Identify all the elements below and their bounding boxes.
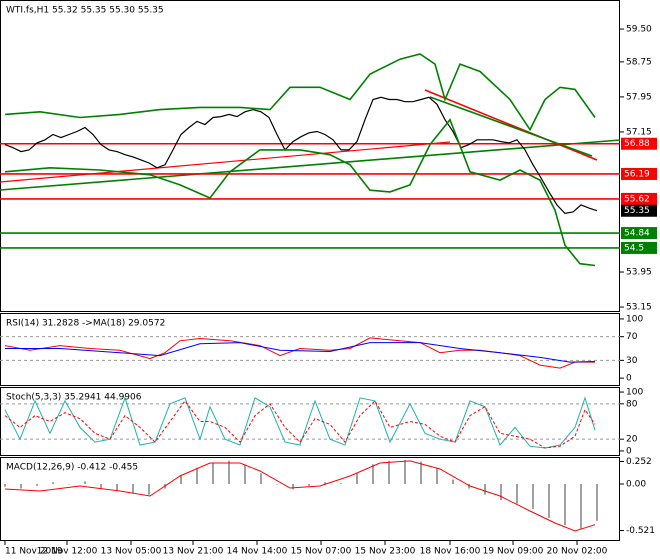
- series-line: [4, 396, 596, 449]
- histogram-bar: [260, 473, 262, 484]
- histogram-bar: [116, 483, 118, 492]
- histogram-bar: [548, 483, 550, 518]
- y-tick-label: 57.95: [626, 92, 652, 102]
- panel-title: RSI(14) 31.2828 ->MA(18) 29.0572: [6, 319, 165, 329]
- series-line: [4, 400, 596, 449]
- histogram-bar: [516, 483, 518, 504]
- y-tick-label: 0: [626, 374, 632, 384]
- y-tick-label: 0.00: [626, 479, 646, 489]
- histogram-bar: [20, 483, 22, 489]
- histogram-bar: [372, 464, 374, 484]
- x-tick-label: 14 Nov 14:00: [227, 547, 288, 557]
- level-label-box: [621, 241, 657, 254]
- level-label-box: [621, 167, 657, 180]
- histogram-bar: [36, 483, 38, 486]
- histogram-bar: [468, 483, 470, 489]
- histogram-bar: [324, 482, 326, 484]
- y-tick-label: 100: [626, 314, 643, 324]
- macd-panel: [0, 457, 620, 541]
- histogram-bar: [292, 483, 294, 490]
- x-tick-label: 12 Nov 12:00: [37, 547, 98, 557]
- histogram-bar: [388, 460, 390, 484]
- histogram-bar: [180, 475, 182, 484]
- series-line: [4, 460, 596, 532]
- y-tick-label: -0.521: [626, 526, 655, 536]
- panel-title: Stoch(5,3,3) 35.2941 44.9906: [6, 393, 142, 403]
- histogram-bar: [84, 481, 86, 484]
- price-label: 55.35: [624, 206, 650, 216]
- histogram-bar: [100, 483, 102, 489]
- y-tick-label: 59.50: [626, 25, 652, 35]
- trend-line: [0, 141, 451, 183]
- level-label: 54.84: [624, 229, 650, 239]
- histogram-bar: [148, 483, 150, 495]
- histogram-bar: [132, 483, 134, 493]
- histogram-bar: [340, 483, 342, 484]
- y-tick-label: 100: [626, 388, 643, 398]
- histogram-bar: [196, 467, 198, 484]
- x-tick-label: 13 Nov 05:00: [101, 547, 162, 557]
- y-tick-label: 53.15: [626, 303, 652, 313]
- y-tick-label: 20: [626, 435, 638, 445]
- y-tick-label: 58.75: [626, 57, 652, 67]
- histogram-bar: [356, 473, 358, 484]
- price-panel: [0, 0, 620, 312]
- histogram-bar: [244, 464, 246, 484]
- histogram-bar: [596, 483, 598, 521]
- histogram-bar: [484, 483, 486, 495]
- x-tick-label: 11 Nov 2019: [5, 547, 63, 557]
- histogram-bar: [4, 483, 6, 487]
- panel-title: MACD(12,26,9) -0.412 -0.455: [6, 463, 138, 473]
- level-label-box: [621, 227, 657, 240]
- level-label-box: [621, 137, 657, 150]
- histogram-bar: [436, 467, 438, 484]
- series-line: [5, 342, 596, 363]
- y-tick-label: 0.252: [626, 457, 652, 467]
- price-label-box: [621, 204, 657, 217]
- x-tick-label: 15 Nov 23:00: [355, 547, 416, 557]
- trend-lines: [0, 89, 621, 191]
- histogram-bar: [228, 460, 230, 484]
- histogram-bar: [404, 459, 406, 484]
- histogram-bar: [68, 483, 70, 485]
- histogram-bar: [452, 479, 454, 484]
- y-tick-label: 57.15: [626, 127, 652, 137]
- x-tick-label: 20 Nov 02:00: [547, 547, 608, 557]
- trend-line: [429, 96, 593, 157]
- histogram-bar: [564, 483, 566, 526]
- histogram-bar: [212, 462, 214, 484]
- level-label: 56.19: [624, 169, 650, 179]
- x-tick-label: 13 Nov 21:00: [163, 547, 224, 557]
- histogram-bar: [276, 483, 278, 485]
- histogram-bar: [500, 483, 502, 501]
- level-label: 54.5: [624, 243, 644, 253]
- trend-line: [0, 139, 621, 191]
- x-tick-label: 15 Nov 07:00: [291, 547, 352, 557]
- level-label: 55.62: [624, 194, 650, 204]
- histogram-bar: [532, 483, 534, 510]
- level-label: 56.88: [624, 139, 650, 149]
- y-tick-label: 70: [626, 332, 638, 342]
- series-line: [4, 96, 598, 215]
- y-tick-label: 53.95: [626, 268, 652, 278]
- y-tick-label: 0: [626, 446, 632, 456]
- histogram-bar: [52, 482, 54, 484]
- y-tick-label: 80: [626, 399, 638, 409]
- histogram-bar: [580, 483, 582, 529]
- panel-title: WTI.fs,H1 55.32 55.35 55.30 55.35: [6, 6, 164, 16]
- series-line: [4, 53, 596, 132]
- rsi-panel: [0, 313, 620, 386]
- stoch-panel: [0, 387, 620, 456]
- x-tick-label: 19 Nov 09:00: [483, 547, 544, 557]
- level-label-box: [621, 192, 657, 205]
- histogram-bar: [308, 483, 310, 486]
- series-line: [4, 118, 596, 267]
- y-tick-label: 30: [626, 356, 638, 366]
- x-tick-label: 18 Nov 16:00: [420, 547, 481, 557]
- trend-line: [424, 89, 598, 161]
- histogram-bar: [420, 461, 422, 484]
